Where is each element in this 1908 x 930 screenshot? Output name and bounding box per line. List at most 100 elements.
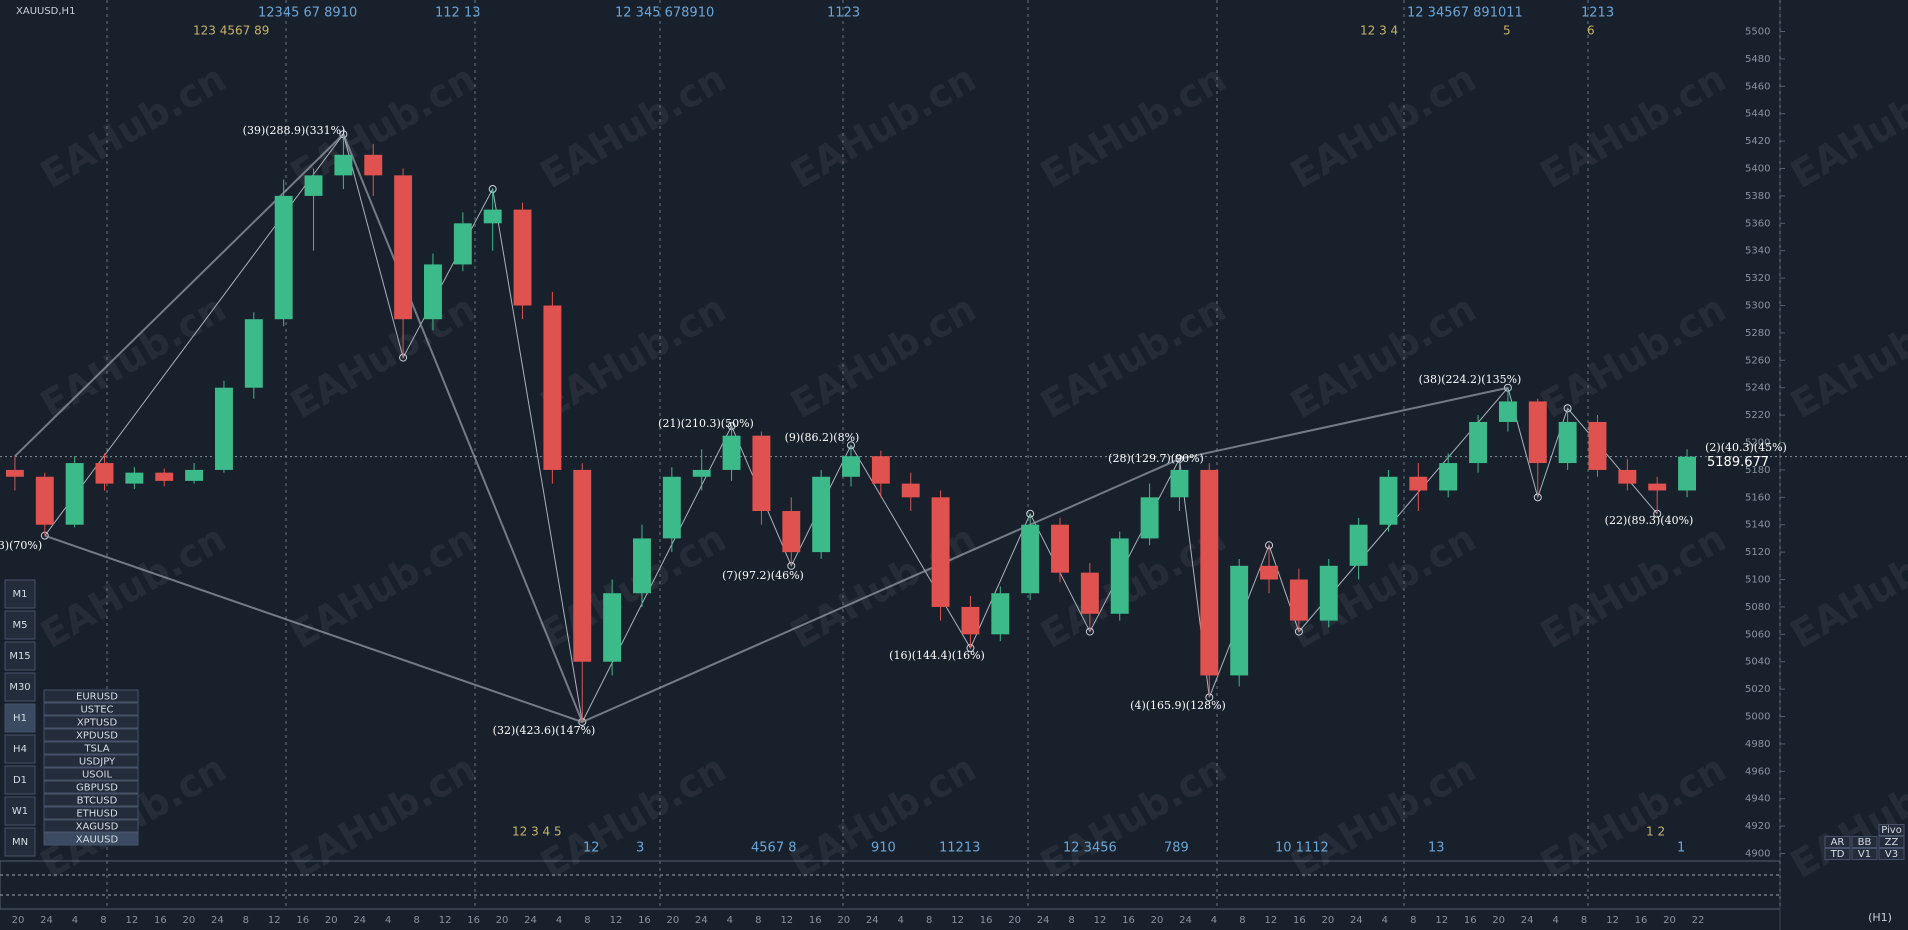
timeframe-button[interactable]: M30	[4, 672, 36, 702]
annotation: (22)(89.3)(40%)	[1605, 514, 1694, 527]
tool-button[interactable]: Pivo	[1878, 824, 1905, 837]
count-label: 6	[1587, 24, 1595, 38]
symbol-button[interactable]: ETHUSD	[43, 806, 139, 820]
x-tick-label: 16	[296, 915, 309, 926]
candle-body	[573, 469, 592, 662]
button-label: TD	[1830, 849, 1845, 860]
timeframe-button[interactable]: M1	[4, 579, 36, 609]
candle-body	[394, 175, 413, 320]
symbol-button[interactable]: TSLA	[43, 741, 139, 755]
y-tick-label: 5440	[1745, 109, 1770, 120]
x-tick-label: 24	[1179, 915, 1192, 926]
button-label: XAGUSD	[76, 822, 119, 833]
button-label: ETHUSD	[76, 809, 118, 820]
tool-button[interactable]: BB	[1851, 836, 1878, 849]
symbol-button[interactable]: XPTUSD	[43, 715, 139, 729]
x-tick-label: 8	[413, 915, 419, 926]
x-tick-label: 4	[1382, 915, 1388, 926]
y-tick-label: 5040	[1745, 657, 1770, 668]
x-tick-label: 12	[268, 915, 281, 926]
timeframe-label: (H1)	[1868, 911, 1892, 924]
button-label: Pivo	[1881, 825, 1902, 836]
x-tick-label: 12	[951, 915, 964, 926]
timeframe-button[interactable]: W1	[4, 796, 36, 826]
x-tick-label: 16	[1122, 915, 1135, 926]
symbol-button[interactable]: USDJPY	[43, 754, 139, 768]
x-tick-label: 16	[154, 915, 167, 926]
symbol-button[interactable]: XAGUSD	[43, 819, 139, 833]
button-label: USTEC	[80, 705, 113, 716]
y-tick-label: 5220	[1745, 410, 1770, 421]
tool-button[interactable]: TD	[1824, 848, 1851, 861]
button-box	[4, 610, 36, 640]
button-box	[1851, 848, 1878, 860]
symbol-button[interactable]: USOIL	[43, 767, 139, 781]
x-tick-label: 24	[1037, 915, 1050, 926]
x-tick-label: 4	[385, 915, 391, 926]
button-label: D1	[13, 775, 27, 786]
count-label: 1213	[1581, 6, 1614, 21]
candle-body	[782, 511, 801, 553]
button-label: USOIL	[82, 770, 112, 781]
symbol-button[interactable]: BTCUSD	[43, 793, 139, 807]
tool-button[interactable]: V3	[1878, 848, 1905, 861]
symbol-button[interactable]: XAUUSD	[43, 832, 139, 846]
x-tick-label: 12	[1265, 915, 1278, 926]
tool-button[interactable]: ZZ	[1878, 836, 1905, 849]
x-tick-label: 20	[182, 915, 195, 926]
button-label: BTCUSD	[77, 796, 118, 807]
y-tick-label: 5480	[1745, 54, 1770, 65]
y-tick-label: 4920	[1745, 821, 1770, 832]
x-tick-label: 8	[243, 915, 249, 926]
annotation: (28)(129.7)(90%)	[1108, 452, 1204, 465]
button-label: MN	[12, 837, 28, 848]
tool-button[interactable]: V1	[1851, 848, 1878, 861]
button-label: V1	[1858, 849, 1871, 860]
symbol-button[interactable]: USTEC	[43, 702, 139, 716]
x-tick-label: 12	[610, 915, 623, 926]
timeframe-button[interactable]: H1	[4, 703, 36, 733]
symbol-button[interactable]: XPDUSD	[43, 728, 139, 742]
candle-body	[1140, 497, 1159, 539]
x-tick-label: 4	[556, 915, 562, 926]
y-tick-label: 5360	[1745, 218, 1770, 229]
symbol-button[interactable]: GBPUSD	[43, 780, 139, 794]
button-label: H4	[13, 744, 27, 755]
button-box	[4, 734, 36, 764]
count-label: 910	[871, 841, 896, 856]
y-tick-label: 5500	[1745, 27, 1770, 38]
candle-body	[752, 435, 771, 512]
x-tick-label: 4	[1552, 915, 1558, 926]
tool-button[interactable]: AR	[1824, 836, 1851, 849]
button-box	[4, 765, 36, 795]
button-box	[43, 715, 139, 729]
button-label: USDJPY	[79, 757, 116, 768]
candle-body	[334, 154, 353, 176]
x-tick-label: 12	[126, 915, 139, 926]
candle-body	[842, 456, 860, 477]
y-tick-label: 4900	[1745, 849, 1770, 860]
candle-body	[304, 175, 323, 196]
candle-body	[1409, 476, 1428, 491]
candle-body	[1230, 565, 1249, 676]
button-label: H1	[13, 713, 27, 724]
button-box	[43, 741, 139, 755]
count-label: 12345 67 8910	[258, 6, 357, 21]
symbol-button[interactable]: EURUSD	[43, 689, 139, 703]
x-tick-label: 8	[1068, 915, 1074, 926]
y-tick-label: 5420	[1745, 136, 1770, 147]
timeframe-button[interactable]: M5	[4, 610, 36, 640]
annotation: 3)(70%)	[0, 539, 42, 552]
y-tick-label: 5320	[1745, 273, 1770, 284]
candle-body	[1260, 565, 1278, 580]
button-label: M30	[9, 682, 30, 693]
x-tick-label: 12	[780, 915, 793, 926]
button-box	[1878, 836, 1905, 848]
timeframe-button[interactable]: D1	[4, 765, 36, 795]
timeframe-button[interactable]: H4	[4, 734, 36, 764]
y-tick-label: 5160	[1745, 492, 1770, 503]
timeframe-button[interactable]: M15	[4, 641, 36, 671]
timeframe-button[interactable]: MN	[4, 827, 36, 857]
button-box	[1851, 836, 1878, 848]
candle-body	[543, 305, 562, 470]
